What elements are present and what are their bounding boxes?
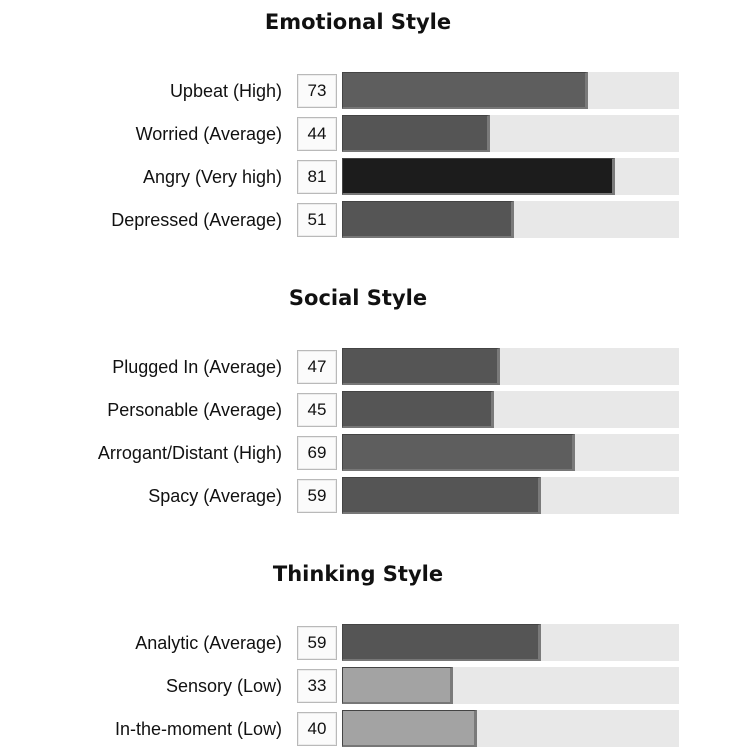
category-label: Personable (Average) (107, 400, 282, 420)
bar-row: Analytic (Average) 59 (0, 623, 733, 663)
bar (342, 391, 494, 428)
category-label: Arrogant/Distant (High) (97, 443, 282, 463)
section-title: Thinking Style (272, 562, 444, 586)
bar-track (342, 710, 679, 747)
bar-row: Upbeat (High) 73 (0, 71, 733, 111)
bar (342, 434, 575, 471)
category-label: Analytic (Average) (135, 633, 282, 653)
category-label: Worried (Average) (135, 124, 282, 144)
bar-row: Plugged In (Average) 47 (0, 347, 733, 387)
bar (342, 72, 588, 109)
bar (342, 667, 453, 704)
bar-track (342, 201, 679, 238)
bar-track (342, 391, 679, 428)
category-label: Depressed (Average) (111, 210, 282, 230)
category-label: Plugged In (Average) (112, 357, 282, 377)
value-label: 47 (297, 350, 337, 384)
bar-row: Angry (Very high) 81 (0, 157, 733, 197)
bar-track (342, 158, 679, 195)
value-label: 40 (297, 712, 337, 746)
value-label: 45 (297, 393, 337, 427)
bar-track (342, 667, 679, 704)
bar-track (342, 72, 679, 109)
bar (342, 115, 490, 152)
bar-row: Personable (Average) 45 (0, 390, 733, 430)
category-label: Sensory (Low) (165, 676, 282, 696)
value-label: 81 (297, 160, 337, 194)
bar-row: Depressed (Average) 51 (0, 200, 733, 240)
bar-row: Sensory (Low) 33 (0, 666, 733, 706)
bar-track (342, 477, 679, 514)
bar-row: Arrogant/Distant (High) 69 (0, 433, 733, 473)
value-label: 44 (297, 117, 337, 151)
category-label: Upbeat (High) (169, 81, 282, 101)
value-label: 33 (297, 669, 337, 703)
section-title: Social Style (288, 286, 428, 310)
bar-track (342, 348, 679, 385)
bar (342, 477, 541, 514)
bar-row: In-the-moment (Low) 40 (0, 709, 733, 749)
bar (342, 624, 541, 661)
bar-track (342, 434, 679, 471)
bar-track (342, 624, 679, 661)
category-label: Spacy (Average) (148, 486, 282, 506)
value-label: 59 (297, 626, 337, 660)
value-label: 73 (297, 74, 337, 108)
section-title: Emotional Style (264, 10, 452, 34)
category-label: In-the-moment (Low) (114, 719, 282, 739)
bar (342, 158, 615, 195)
bar (342, 348, 500, 385)
bar (342, 201, 514, 238)
bar-track (342, 115, 679, 152)
category-label: Angry (Very high) (142, 167, 282, 187)
bar-row: Spacy (Average) 59 (0, 476, 733, 516)
bar-row: Worried (Average) 44 (0, 114, 733, 154)
value-label: 69 (297, 436, 337, 470)
bar (342, 710, 477, 747)
value-label: 59 (297, 479, 337, 513)
value-label: 51 (297, 203, 337, 237)
